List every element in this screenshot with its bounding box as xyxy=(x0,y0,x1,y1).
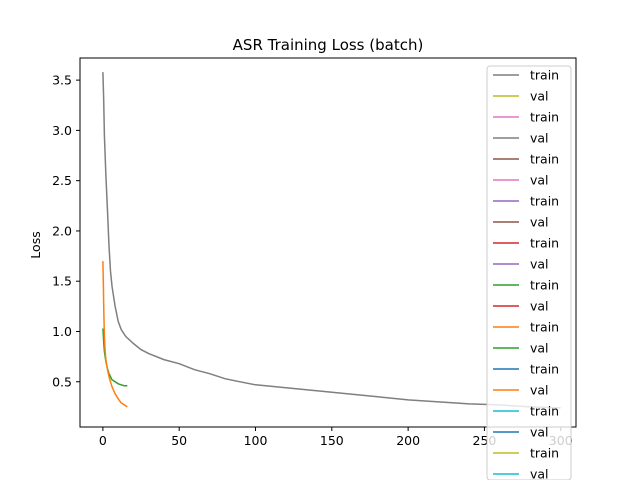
legend-label: train xyxy=(530,404,559,419)
axes: 0501001502002503000.51.01.52.02.53.03.5 xyxy=(52,57,577,448)
chart-title: ASR Training Loss (batch) xyxy=(233,36,424,54)
series-line-10 xyxy=(102,328,128,387)
legend-label: train xyxy=(530,110,559,125)
y-tick-label: 2.0 xyxy=(52,223,72,238)
legend-label: train xyxy=(530,194,559,209)
legend-label: val xyxy=(530,257,549,272)
series-line-0 xyxy=(102,72,561,409)
x-tick-label: 100 xyxy=(244,433,268,448)
x-tick-label: 200 xyxy=(396,433,420,448)
legend-label: train xyxy=(530,68,559,83)
legend-label: val xyxy=(530,299,549,314)
legend-label: train xyxy=(530,320,559,335)
legend-label: train xyxy=(530,152,559,167)
legend-label: val xyxy=(530,425,549,440)
plot-area xyxy=(102,72,561,409)
y-axis-label: Loss xyxy=(28,231,43,258)
legend-label: train xyxy=(530,446,559,461)
legend-label: val xyxy=(530,341,549,356)
legend-label: val xyxy=(530,173,549,188)
legend-label: train xyxy=(530,278,559,293)
plot-frame xyxy=(79,57,577,428)
y-tick-label: 0.5 xyxy=(52,374,72,389)
y-tick-label: 3.5 xyxy=(52,73,72,88)
x-tick-label: 150 xyxy=(320,433,344,448)
legend-label: val xyxy=(530,215,549,230)
legend-label: val xyxy=(530,467,549,481)
legend-label: train xyxy=(530,362,559,377)
x-tick-label: 50 xyxy=(171,433,187,448)
y-tick-label: 1.5 xyxy=(52,274,72,289)
series-line-12 xyxy=(102,261,128,408)
legend: train val train val train val train val train val… xyxy=(486,65,572,482)
y-tick-label: 1.0 xyxy=(52,324,72,339)
y-tick-label: 2.5 xyxy=(52,173,72,188)
legend-label: val xyxy=(530,89,549,104)
legend-label: train xyxy=(530,236,559,251)
y-tick-label: 3.0 xyxy=(52,123,72,138)
legend-label: val xyxy=(530,131,549,146)
legend-label: val xyxy=(530,383,549,398)
x-tick-label: 0 xyxy=(99,433,107,448)
